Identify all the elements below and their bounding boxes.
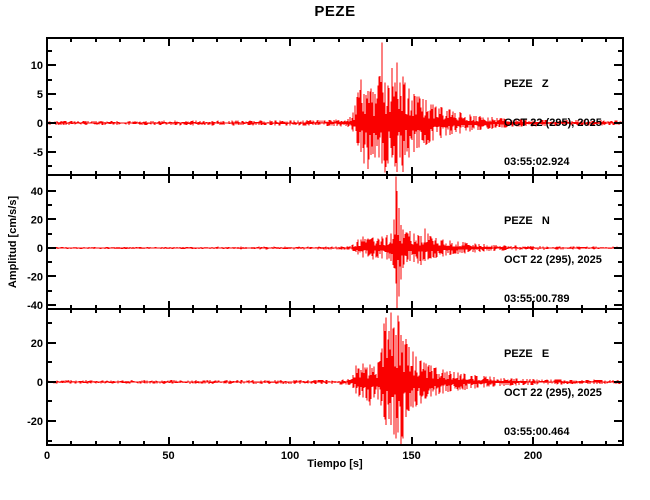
legend-time-n: 03:55:00.789 (504, 293, 570, 305)
page-title: PEZE (314, 3, 356, 20)
legend-date-e: OCT 22 (295), 2025 (504, 387, 602, 399)
y-tick-label: 40 (31, 186, 43, 198)
legend-time-e: 03:55:00.464 (504, 426, 570, 438)
axis-ticks (47, 309, 623, 445)
x-tick-label: 50 (162, 450, 174, 462)
y-tick-label: -40 (27, 300, 43, 312)
y-tick-label: 0 (37, 243, 43, 255)
y-tick-label: 5 (37, 89, 43, 101)
x-tick-label: 100 (281, 450, 299, 462)
axis-ticks (47, 175, 623, 309)
y-tick-label: -20 (27, 271, 43, 283)
x-tick-label: 150 (402, 450, 420, 462)
y-tick-label: 0 (37, 377, 43, 389)
legend-station-e: PEZE E (504, 348, 550, 360)
panel-e: 20 0 -20 (27, 308, 624, 446)
y-tick-label: 20 (31, 338, 43, 350)
y-axis-label: Amplitud [cm/s/s] (7, 195, 19, 289)
legend-date-z: OCT 22 (295), 2025 (504, 117, 602, 129)
legend-date-n: OCT 22 (295), 2025 (504, 254, 602, 266)
legend-panel-n: PEZE N OCT 22 (295), 2025 03:55:00.789 (504, 189, 602, 332)
y-tick-label: 0 (37, 118, 43, 130)
legend-station-n: PEZE N (504, 215, 550, 227)
y-tick-label: 20 (31, 214, 43, 226)
y-tick-label: 10 (31, 60, 43, 72)
x-axis-label: Tiempo [s] (307, 458, 363, 470)
panel-box (46, 308, 624, 446)
x-tick-label: 200 (524, 450, 542, 462)
legend-station-z: PEZE Z (504, 78, 549, 90)
legend-panel-e: PEZE E OCT 22 (295), 2025 03:55:00.464 (504, 322, 602, 465)
legend-time-z: 03:55:02.924 (504, 156, 570, 168)
x-tick-label: 0 (44, 450, 50, 462)
legend-panel-z: PEZE Z OCT 22 (295), 2025 03:55:02.924 (504, 52, 602, 195)
axis-ticks (47, 38, 623, 175)
panel-n: 40 20 0 -20 -40 (27, 174, 624, 312)
y-tick-label: -5 (33, 147, 43, 159)
y-tick-label: -20 (27, 416, 43, 428)
